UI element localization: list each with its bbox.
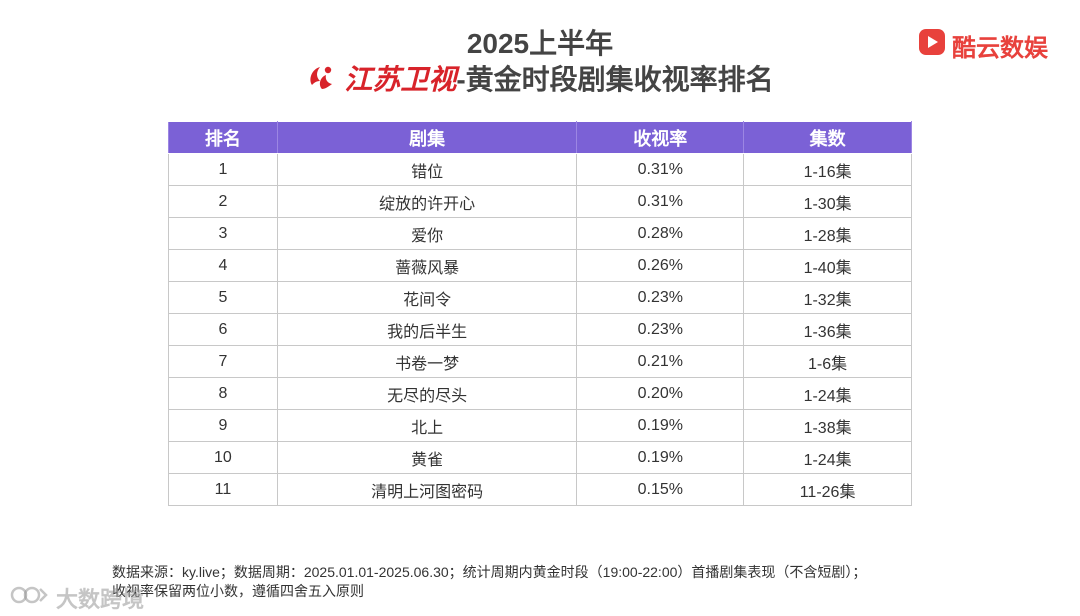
cell-rank: 11 <box>168 473 278 506</box>
cell-rank: 2 <box>168 185 278 218</box>
cell-episodes: 1-28集 <box>743 217 912 250</box>
cell-rank: 5 <box>168 281 278 314</box>
cell-episodes: 1-24集 <box>743 441 912 474</box>
cell-rating: 0.23% <box>576 281 745 314</box>
cell-name: 蔷薇风暴 <box>276 249 578 282</box>
dashukuajing-logo-icon <box>10 583 50 613</box>
footnote-line1: 数据来源：ky.live；数据周期：2025.01.01-2025.06.30；… <box>112 564 867 580</box>
brand-name: 酷云数娱 <box>952 35 1048 62</box>
cell-rating: 0.19% <box>576 441 745 474</box>
cell-episodes: 1-24集 <box>743 377 912 410</box>
cell-rank: 7 <box>168 345 278 378</box>
cell-episodes: 1-32集 <box>743 281 912 314</box>
cell-name: 错位 <box>276 153 578 186</box>
cell-rank: 10 <box>168 441 278 474</box>
table-row: 3 爱你 0.28% 1-28集 <box>168 217 912 250</box>
cell-rank: 4 <box>168 249 278 282</box>
page-title-line1: 2025上半年 <box>466 28 614 59</box>
cell-name: 我的后半生 <box>276 313 578 346</box>
table-row: 7 书卷一梦 0.21% 1-6集 <box>168 345 912 378</box>
table-row: 10 黄雀 0.19% 1-24集 <box>168 441 912 474</box>
table-row: 11 清明上河图密码 0.15% 11-26集 <box>168 473 912 506</box>
cell-name: 黄雀 <box>276 441 578 474</box>
kuyun-play-logo-icon <box>918 28 946 63</box>
cell-rating: 0.28% <box>576 217 745 250</box>
cell-rank: 9 <box>168 409 278 442</box>
column-header-episodes: 集数 <box>743 121 912 154</box>
cell-rating: 0.31% <box>576 185 745 218</box>
table-row: 5 花间令 0.23% 1-32集 <box>168 281 912 314</box>
column-header-rank: 排名 <box>168 121 278 154</box>
cell-rating: 0.21% <box>576 345 745 378</box>
table-row: 8 无尽的尽头 0.20% 1-24集 <box>168 377 912 410</box>
table-header-row: 排名 剧集 收视率 集数 <box>168 121 912 154</box>
cell-name: 爱你 <box>276 217 578 250</box>
table-row: 1 错位 0.31% 1-16集 <box>168 153 912 186</box>
page-title-suffix: -黄金时段剧集收视率排名 <box>456 64 774 95</box>
cell-episodes: 1-16集 <box>743 153 912 186</box>
cell-rating: 0.19% <box>576 409 745 442</box>
cell-rank: 8 <box>168 377 278 410</box>
table-row: 6 我的后半生 0.23% 1-36集 <box>168 313 912 346</box>
watermark-text: 大数跨境 <box>56 587 145 612</box>
cell-rating: 0.31% <box>576 153 745 186</box>
ratings-table: 排名 剧集 收视率 集数 1 错位 0.31% 1-16集 2 绽放的许开心 0… <box>168 121 912 506</box>
table-row: 2 绽放的许开心 0.31% 1-30集 <box>168 185 912 218</box>
table-row: 4 蔷薇风暴 0.26% 1-40集 <box>168 249 912 282</box>
cell-rank: 1 <box>168 153 278 186</box>
watermark: 大数跨境 <box>10 582 144 614</box>
cell-rating: 0.15% <box>576 473 745 506</box>
table-row: 9 北上 0.19% 1-38集 <box>168 409 912 442</box>
cell-episodes: 1-6集 <box>743 345 912 378</box>
cell-episodes: 1-30集 <box>743 185 912 218</box>
cell-rating: 0.23% <box>576 313 745 346</box>
jiangsu-tv-logo-icon <box>306 63 340 93</box>
column-header-rating: 收视率 <box>576 121 745 154</box>
cell-episodes: 1-38集 <box>743 409 912 442</box>
cell-rating: 0.26% <box>576 249 745 282</box>
cell-name: 无尽的尽头 <box>276 377 578 410</box>
column-header-name: 剧集 <box>276 121 578 154</box>
cell-episodes: 1-36集 <box>743 313 912 346</box>
footnote-line2: 收视率保留两位小数，遵循四舍五入原则 <box>112 583 364 599</box>
cell-name: 北上 <box>276 409 578 442</box>
cell-name: 花间令 <box>276 281 578 314</box>
cell-rank: 3 <box>168 217 278 250</box>
cell-episodes: 1-40集 <box>743 249 912 282</box>
cell-rating: 0.20% <box>576 377 745 410</box>
page-title-line2: 江苏卫视 -黄金时段剧集收视率排名 <box>0 58 1080 98</box>
cell-episodes: 11-26集 <box>743 473 912 506</box>
footnote: 数据来源：ky.live；数据周期：2025.01.01-2025.06.30；… <box>112 563 1012 601</box>
cell-rank: 6 <box>168 313 278 346</box>
cell-name: 清明上河图密码 <box>276 473 578 506</box>
cell-name: 书卷一梦 <box>276 345 578 378</box>
cell-name: 绽放的许开心 <box>276 185 578 218</box>
channel-name: 江苏卫视 <box>344 64 457 95</box>
brand-logo: 酷云数娱 <box>918 28 1048 63</box>
